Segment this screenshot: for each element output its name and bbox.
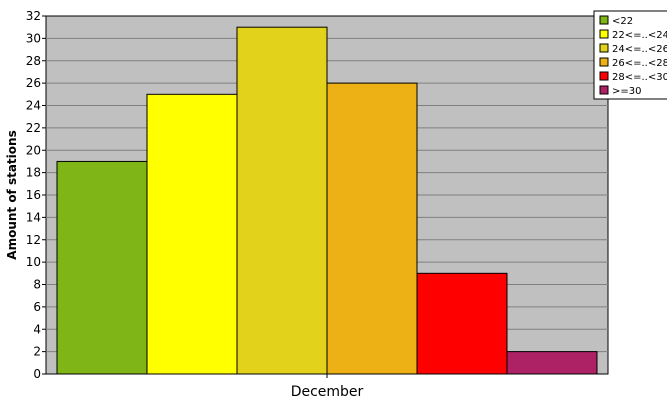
legend-label: <22: [612, 16, 633, 27]
y-tick-label: 2: [33, 345, 41, 359]
y-tick-label: 30: [26, 31, 41, 45]
bar: [326, 82, 418, 375]
y-axis-title: Amount of stations: [5, 130, 19, 259]
bar: [506, 351, 598, 375]
y-tick-label: 16: [26, 188, 41, 202]
legend: <22 22<=..<24 24<=..<26 26<=..<28 28<=..<30 >…: [593, 10, 667, 100]
legend-label: 24<=..<26: [612, 44, 667, 55]
x-axis: December: [291, 374, 364, 400]
legend-swatch: [599, 57, 609, 67]
legend-label: 26<=..<28: [612, 58, 667, 69]
y-tick-label: 6: [33, 300, 41, 314]
y-tick-label: 10: [26, 255, 41, 269]
legend-label: 28<=..<30: [612, 72, 667, 83]
y-tick-label: 8: [33, 278, 41, 292]
legend-swatch: [599, 29, 609, 39]
y-tick-label: 28: [26, 54, 41, 68]
legend-label: 22<=..<24: [612, 30, 667, 41]
bars: [56, 26, 598, 375]
y-tick-label: 32: [26, 9, 41, 23]
legend-label: >=30: [612, 86, 641, 97]
y-tick-label: 0: [33, 367, 41, 381]
y-tick-label: 4: [33, 322, 41, 336]
bar: [56, 160, 148, 375]
legend-box: [593, 10, 667, 100]
legend-swatch: [599, 85, 609, 95]
y-tick-label: 14: [26, 210, 41, 224]
y-tick-label: 12: [26, 233, 41, 247]
bar: [236, 26, 328, 375]
legend-swatch: [599, 43, 609, 53]
x-category-label: December: [291, 384, 364, 400]
y-tick-label: 18: [26, 166, 41, 180]
legend-swatch: [599, 71, 609, 81]
bar: [146, 93, 238, 375]
y-tick-label: 20: [26, 143, 41, 157]
legend-swatch: [599, 15, 609, 25]
bar: [416, 272, 508, 375]
y-tick-label: 24: [26, 99, 41, 113]
y-tick-label: 26: [26, 76, 41, 90]
y-tick-label: 22: [26, 121, 41, 135]
